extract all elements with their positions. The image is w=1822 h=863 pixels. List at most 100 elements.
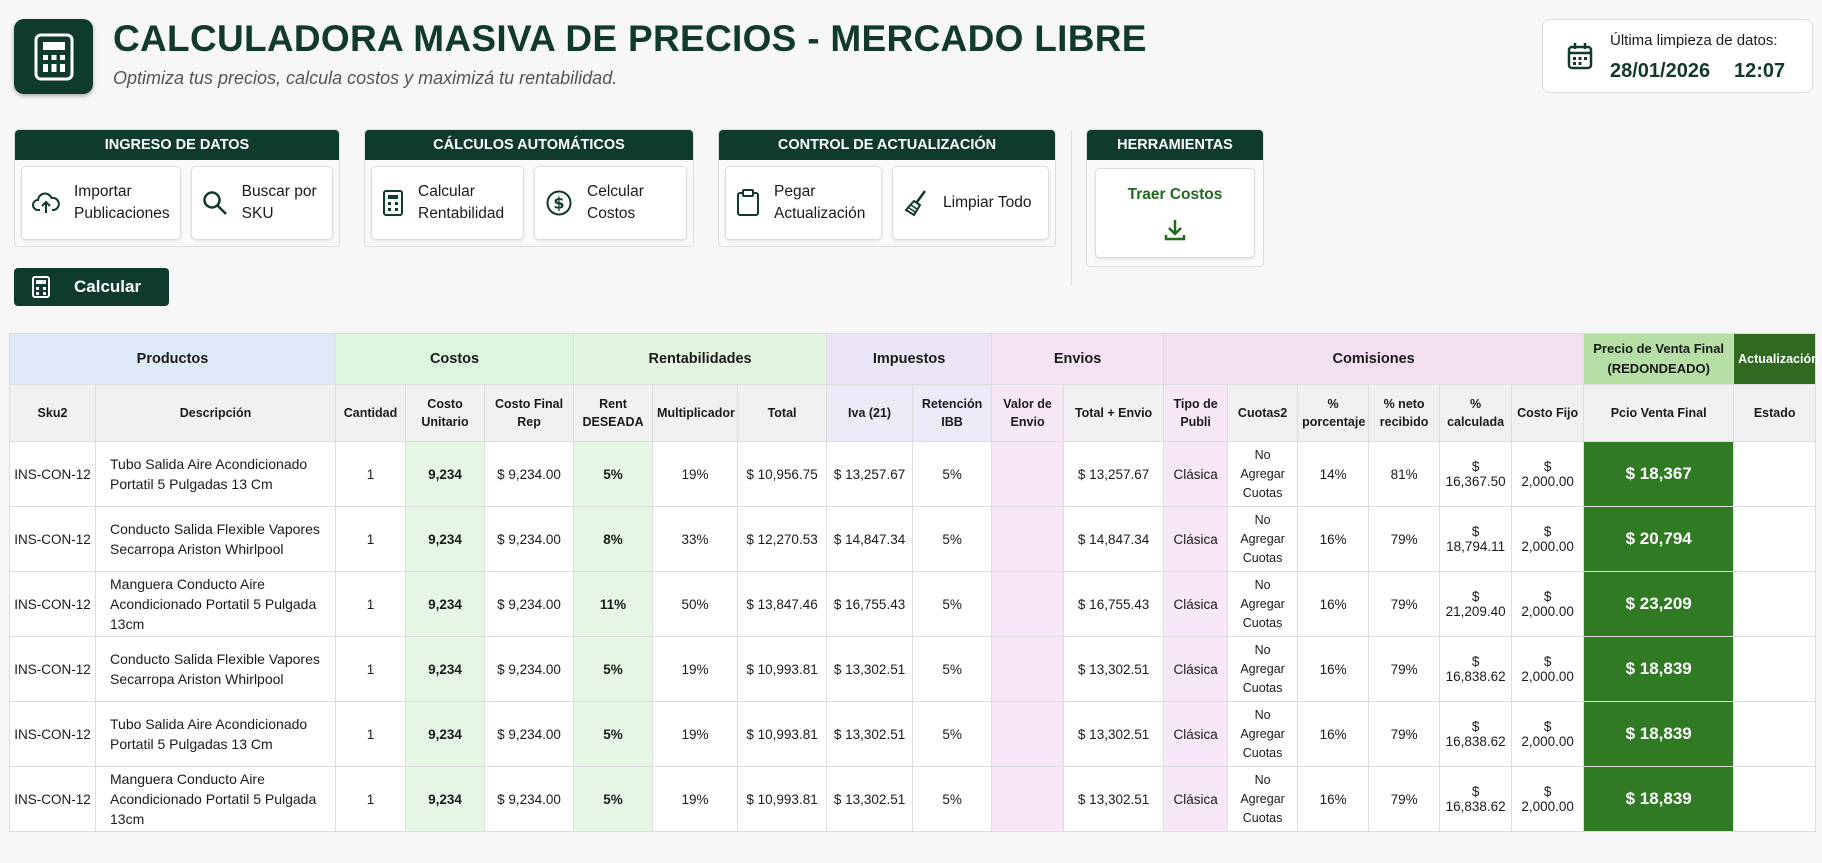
calcular-button[interactable]: Calcular: [14, 268, 169, 306]
table-cell: 5%: [912, 506, 993, 572]
table-cell: $ 13,302.51: [1063, 701, 1165, 767]
table-cell: $ 2,000.00: [1511, 571, 1585, 637]
table-cell: Clásica: [1163, 506, 1229, 572]
column-header: Iva (21): [826, 384, 914, 442]
table-cell: 9,234: [405, 636, 486, 702]
table-cell: $ 9,234.00: [484, 506, 575, 572]
paste-update-button[interactable]: Pegar Actualización: [725, 166, 882, 240]
table-cell: $ 13,302.51: [1063, 766, 1165, 832]
table-cell: $ 10,956.75: [737, 441, 828, 507]
table-cell: $ 2,000.00: [1511, 441, 1585, 507]
table-cell: 9,234: [405, 766, 486, 832]
empty-cell: [991, 636, 1065, 702]
table-cell: $ 18,367: [1583, 441, 1735, 507]
table-cell: Clásica: [1163, 571, 1229, 637]
table-cell: 16%: [1297, 636, 1370, 702]
empty-cell: [1733, 701, 1817, 767]
table-cell: Manguera Conducto Aire Acondicionado Por…: [94, 766, 337, 832]
calc-costs-button[interactable]: $ Celcular Costos: [534, 166, 687, 240]
calendar-icon: [1567, 43, 1593, 70]
column-header: Sku2: [9, 384, 96, 442]
group-row: Productos Costos Rentabilidades Impuestos En…: [8, 333, 1819, 385]
table-cell: 1: [335, 441, 407, 507]
column-header: Retención IBB: [912, 384, 993, 442]
table-cell: $ 13,302.51: [1063, 636, 1165, 702]
table-cell: $ 13,847.46: [737, 571, 828, 637]
table-cell: 9,234: [405, 441, 486, 507]
column-row: Sku2 Descripción Cantidad Costo Unitario Cos…: [9, 384, 1817, 442]
table-cell: 9,234: [405, 506, 486, 572]
table-cell: Tubo Salida Aire Acondicionado Portatil …: [94, 701, 337, 767]
table-cell: INS-CON-12: [9, 441, 96, 507]
table-row: INS-CON-12 Tubo Salida Aire Acondicionado…: [9, 441, 1817, 507]
price-table: Productos Costos Rentabilidades Impuestos En…: [8, 333, 1819, 832]
table-cell: 19%: [652, 441, 739, 507]
table-cell: $ 14,847.34: [826, 506, 914, 572]
button-label: Limpiar Todo: [943, 194, 1032, 211]
button-label: Calcular: [74, 277, 142, 296]
table-cell: Clásica: [1163, 636, 1229, 702]
table-cell: $ 10,993.81: [737, 701, 828, 767]
column-header: % neto recibido: [1368, 384, 1441, 442]
table-cell: $ 16,755.43: [826, 571, 914, 637]
bring-costs-button[interactable]: Traer Costos: [1095, 168, 1255, 258]
table-cell: 79%: [1368, 571, 1441, 637]
table-cell: 5%: [912, 766, 993, 832]
table-cell: $ 18,839: [1583, 766, 1735, 832]
search-sku-button[interactable]: Buscar por SKU: [190, 166, 333, 240]
clear-all-button[interactable]: Limpiar Todo: [892, 166, 1049, 240]
table-cell: INS-CON-12: [9, 701, 96, 767]
table-cell: No Agregar Cuotas: [1227, 701, 1299, 767]
empty-cell: [991, 571, 1065, 637]
divider: [1071, 130, 1072, 285]
table-row: INS-CON-12 Manguera Conducto Aire Acondic…: [9, 766, 1817, 832]
table-cell: $ 20,794: [1583, 506, 1735, 572]
empty-cell: [991, 506, 1065, 572]
table-cell: 33%: [652, 506, 739, 572]
toolbar-group: CONTROL DE ACTUALIZACIÓN Pegar Actualiza…: [718, 129, 1056, 247]
table-cell: 16%: [1297, 571, 1370, 637]
table-cell: 79%: [1368, 506, 1441, 572]
group-header: Actualización: [1733, 333, 1819, 385]
table-cell: 11%: [573, 571, 654, 637]
column-header: Cantidad: [335, 384, 407, 442]
table-cell: $ 9,234.00: [484, 636, 575, 702]
table-cell: INS-CON-12: [9, 571, 96, 637]
column-header: Costo Final Rep: [484, 384, 575, 442]
svg-text:$: $: [553, 194, 564, 213]
column-header: Tipo de Publi: [1163, 384, 1229, 442]
table-cell: 1: [335, 506, 407, 572]
table-cell: 8%: [573, 506, 654, 572]
table-cell: Tubo Salida Aire Acondicionado Portatil …: [94, 441, 337, 507]
table-cell: No Agregar Cuotas: [1227, 766, 1299, 832]
calc-profit-button[interactable]: Calcular Rentabilidad: [371, 166, 524, 240]
page-subtitle: Optimiza tus precios, calcula costos y m…: [113, 68, 618, 88]
table-cell: Clásica: [1163, 441, 1229, 507]
import-button[interactable]: Importar Publicaciones: [21, 166, 181, 240]
table-cell: $ 21,209.40: [1439, 571, 1513, 637]
table-cell: $ 18,794.11: [1439, 506, 1513, 572]
button-label: Importar Publicaciones: [74, 183, 170, 222]
column-header: Multiplicador: [652, 384, 739, 442]
button-label: Traer Costos: [1127, 186, 1223, 203]
table-cell: Clásica: [1163, 766, 1229, 832]
table-cell: $ 16,755.43: [1063, 571, 1165, 637]
group-title: INGRESO DE DATOS: [15, 130, 339, 160]
table-cell: Conducto Salida Flexible Vapores Secarro…: [94, 636, 337, 702]
table-cell: $ 9,234.00: [484, 441, 575, 507]
table-cell: $ 9,234.00: [484, 571, 575, 637]
toolbar-group: INGRESO DE DATOS Importar Publicaciones …: [14, 129, 340, 247]
table-cell: 1: [335, 701, 407, 767]
table-cell: $ 16,367.50: [1439, 441, 1513, 507]
table-cell: 16%: [1297, 766, 1370, 832]
table-cell: INS-CON-12: [9, 506, 96, 572]
table-cell: 79%: [1368, 636, 1441, 702]
column-header: Estado: [1733, 384, 1817, 442]
empty-cell: [1733, 571, 1817, 637]
table-cell: $ 13,257.67: [1063, 441, 1165, 507]
table-cell: $ 14,847.34: [1063, 506, 1165, 572]
column-header: Total: [737, 384, 828, 442]
table-cell: 5%: [573, 766, 654, 832]
table-cell: $ 10,993.81: [737, 766, 828, 832]
